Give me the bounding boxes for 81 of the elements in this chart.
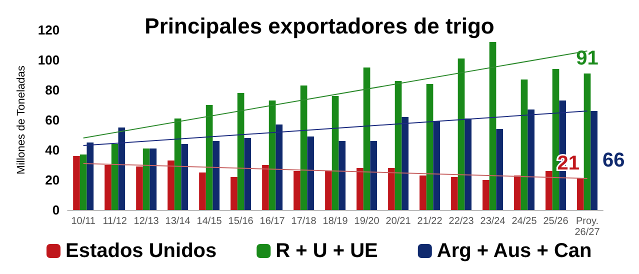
- y-tick-label: 80: [45, 82, 60, 98]
- bar: [546, 171, 552, 210]
- y-tick-label: 40: [45, 142, 60, 158]
- bar: [577, 178, 584, 210]
- bar: [496, 129, 504, 210]
- bar: [111, 144, 118, 210]
- y-tick-label: 120: [38, 22, 60, 38]
- y-tick-label: 100: [38, 52, 60, 68]
- bar: [268, 100, 276, 210]
- data-label: 66: [602, 150, 625, 172]
- bar: [300, 86, 308, 210]
- x-tick-label: 19/20: [354, 216, 380, 227]
- bar: [244, 138, 252, 210]
- x-tick-label: 16/17: [260, 216, 286, 227]
- x-tick-label: 10/11: [71, 216, 96, 227]
- x-tick-label: 14/15: [196, 216, 222, 227]
- bar: [338, 141, 346, 210]
- bar: [363, 68, 370, 210]
- y-tick-label: 0: [52, 202, 60, 218]
- bar: [86, 142, 94, 210]
- x-tick-label: 23/24: [480, 216, 506, 227]
- bar: [262, 165, 269, 210]
- bar: [332, 96, 339, 210]
- bar: [307, 136, 314, 210]
- bar: [489, 42, 496, 210]
- bar: [388, 168, 395, 210]
- bar: [426, 84, 434, 210]
- y-axis-title: Millones de Toneladas: [16, 65, 28, 174]
- bar: [520, 80, 528, 210]
- bar: [458, 58, 465, 210]
- bar: [168, 160, 174, 210]
- data-label: 91: [576, 48, 598, 70]
- bar: [394, 81, 402, 210]
- legend-label: Estados Unidos: [66, 240, 217, 262]
- x-tick-label: 15/16: [228, 216, 254, 227]
- bar: [482, 180, 490, 210]
- legend-label: R + U + UE: [276, 240, 378, 262]
- bar: [433, 122, 440, 210]
- x-tick-label: 13/14: [165, 216, 191, 227]
- bar: [584, 74, 591, 210]
- bar: [464, 118, 472, 210]
- bar: [142, 148, 150, 210]
- bar: [212, 141, 220, 210]
- bar: [402, 117, 409, 210]
- bar: [552, 69, 560, 210]
- bar: [514, 176, 521, 210]
- bar: [528, 110, 534, 210]
- y-tick-label: 60: [45, 112, 60, 128]
- x-tick-label: 20/21: [386, 216, 412, 227]
- bar: [356, 168, 364, 210]
- bar: [590, 111, 598, 210]
- x-tick-label: 22/23: [448, 216, 474, 227]
- bar: [420, 176, 426, 210]
- bar: [294, 171, 300, 210]
- bar: [150, 148, 157, 210]
- bar: [325, 171, 332, 210]
- bar: [118, 128, 126, 210]
- bar: [276, 124, 283, 210]
- x-tick-label: 12/13: [134, 216, 160, 227]
- bar: [370, 141, 378, 210]
- bar: [199, 172, 206, 210]
- bar: [80, 154, 87, 210]
- bar: [73, 156, 80, 210]
- x-tick-label: 24/25: [512, 216, 538, 227]
- bar: [174, 118, 182, 210]
- bar: [237, 93, 244, 210]
- bar: [104, 165, 112, 210]
- bar: [230, 177, 238, 210]
- bar: [136, 166, 143, 210]
- x-tick-label: Proy. 26/27: [574, 216, 600, 238]
- x-tick-label: 17/18: [291, 216, 317, 227]
- bar: [451, 177, 458, 210]
- y-tick-label: 20: [45, 172, 60, 188]
- x-tick-label: 21/22: [417, 216, 443, 227]
- chart-title: Principales exportadores de trigo: [144, 14, 494, 38]
- x-tick-label: 11/12: [102, 216, 128, 227]
- bar: [181, 144, 188, 210]
- legend-label: Arg + Aus + Can: [436, 240, 592, 262]
- x-tick-label: 18/19: [322, 216, 348, 227]
- bar: [206, 105, 213, 210]
- x-tick-label: 25/26: [543, 216, 569, 227]
